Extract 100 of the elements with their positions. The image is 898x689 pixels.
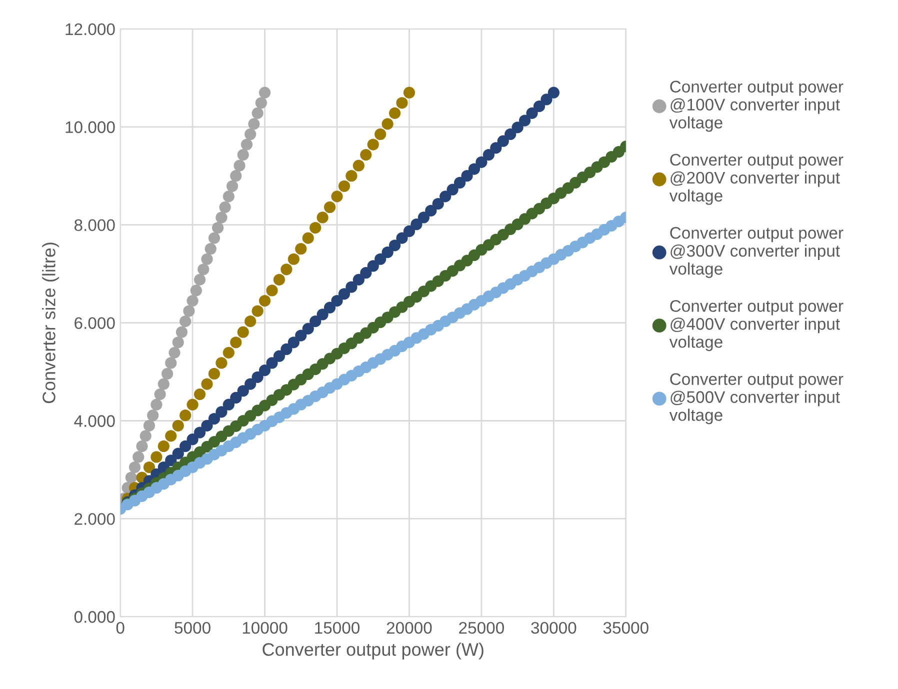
point — [154, 388, 166, 400]
point — [388, 240, 401, 252]
point — [143, 461, 156, 474]
point — [248, 118, 260, 130]
point — [432, 198, 444, 210]
point — [280, 343, 292, 356]
point — [216, 212, 228, 224]
point — [186, 434, 198, 446]
point — [222, 190, 234, 202]
point — [128, 461, 141, 474]
point — [425, 204, 437, 216]
x-tick-label: 20000 — [386, 622, 432, 634]
point — [183, 305, 195, 317]
point — [468, 163, 480, 175]
point — [295, 330, 307, 342]
point — [288, 336, 300, 348]
point — [540, 94, 552, 106]
point — [147, 410, 159, 422]
y-tick-label: 2.000 — [74, 513, 115, 525]
point — [208, 368, 220, 380]
point — [237, 148, 249, 161]
point — [186, 398, 198, 410]
point — [219, 201, 231, 214]
point — [310, 316, 322, 328]
point — [533, 100, 546, 112]
point — [446, 184, 458, 196]
point — [388, 107, 401, 119]
x-tick-label: 30000 — [531, 622, 576, 634]
point — [132, 451, 144, 463]
point — [172, 448, 184, 460]
point — [216, 357, 228, 369]
point — [165, 430, 177, 442]
point — [165, 357, 177, 369]
point — [367, 260, 379, 272]
point — [180, 316, 192, 328]
point — [258, 364, 271, 376]
point — [226, 180, 238, 192]
point — [204, 243, 216, 255]
point — [440, 190, 452, 202]
point — [295, 243, 307, 255]
point — [158, 378, 170, 390]
point — [316, 308, 328, 320]
y-tick-label: 10.000 — [66, 121, 115, 134]
point — [230, 170, 242, 182]
point — [266, 357, 278, 369]
point — [497, 135, 509, 147]
x-tick-label: 35000 — [603, 622, 648, 634]
point — [396, 232, 408, 244]
point — [346, 170, 358, 182]
point — [273, 274, 286, 286]
x-tick-label: 15000 — [315, 622, 360, 634]
legend-label: Converter output power @100V converter input voltage — [669, 80, 844, 132]
point — [526, 107, 538, 119]
point — [201, 253, 213, 265]
point — [548, 86, 560, 98]
point — [258, 86, 271, 98]
point — [252, 107, 264, 119]
point — [180, 440, 192, 452]
point — [490, 142, 502, 154]
y-tick-label: 12.000 — [66, 23, 115, 36]
point — [234, 160, 246, 172]
point — [374, 253, 386, 265]
point — [316, 212, 328, 224]
point — [158, 440, 170, 452]
point — [403, 225, 416, 238]
point — [143, 420, 156, 432]
point — [310, 222, 322, 234]
point — [352, 274, 364, 286]
point — [136, 440, 148, 452]
point — [410, 218, 422, 230]
point — [403, 86, 416, 98]
point — [266, 284, 278, 296]
point — [382, 118, 394, 130]
legend-label: Converter output power @400V converter input voltage — [669, 300, 844, 352]
point — [512, 122, 524, 134]
point — [161, 368, 174, 380]
point — [237, 326, 249, 338]
point — [230, 392, 242, 404]
point — [346, 281, 358, 293]
point — [150, 451, 162, 463]
point — [201, 378, 213, 390]
x-axis-title: Converter output power (W) — [262, 642, 484, 660]
point — [216, 406, 228, 418]
point — [150, 398, 162, 410]
point — [338, 288, 350, 300]
point — [176, 326, 188, 338]
point — [476, 156, 488, 168]
point — [331, 190, 343, 202]
point — [237, 385, 249, 397]
y-tick-label: 6.000 — [74, 317, 115, 329]
legend-label: Converter output power @500V converter input voltage — [669, 373, 844, 424]
legend-label: Converter output power @300V converter input voltage — [669, 226, 844, 278]
point — [504, 128, 516, 140]
point — [140, 430, 152, 442]
legend-label: Converter output power @200V converter input voltage — [669, 154, 844, 205]
y-axis-title: Converter size (litre) — [42, 242, 59, 404]
x-tick-label: 0 — [116, 622, 124, 634]
point — [172, 420, 184, 432]
point — [244, 128, 256, 140]
point — [194, 274, 206, 286]
